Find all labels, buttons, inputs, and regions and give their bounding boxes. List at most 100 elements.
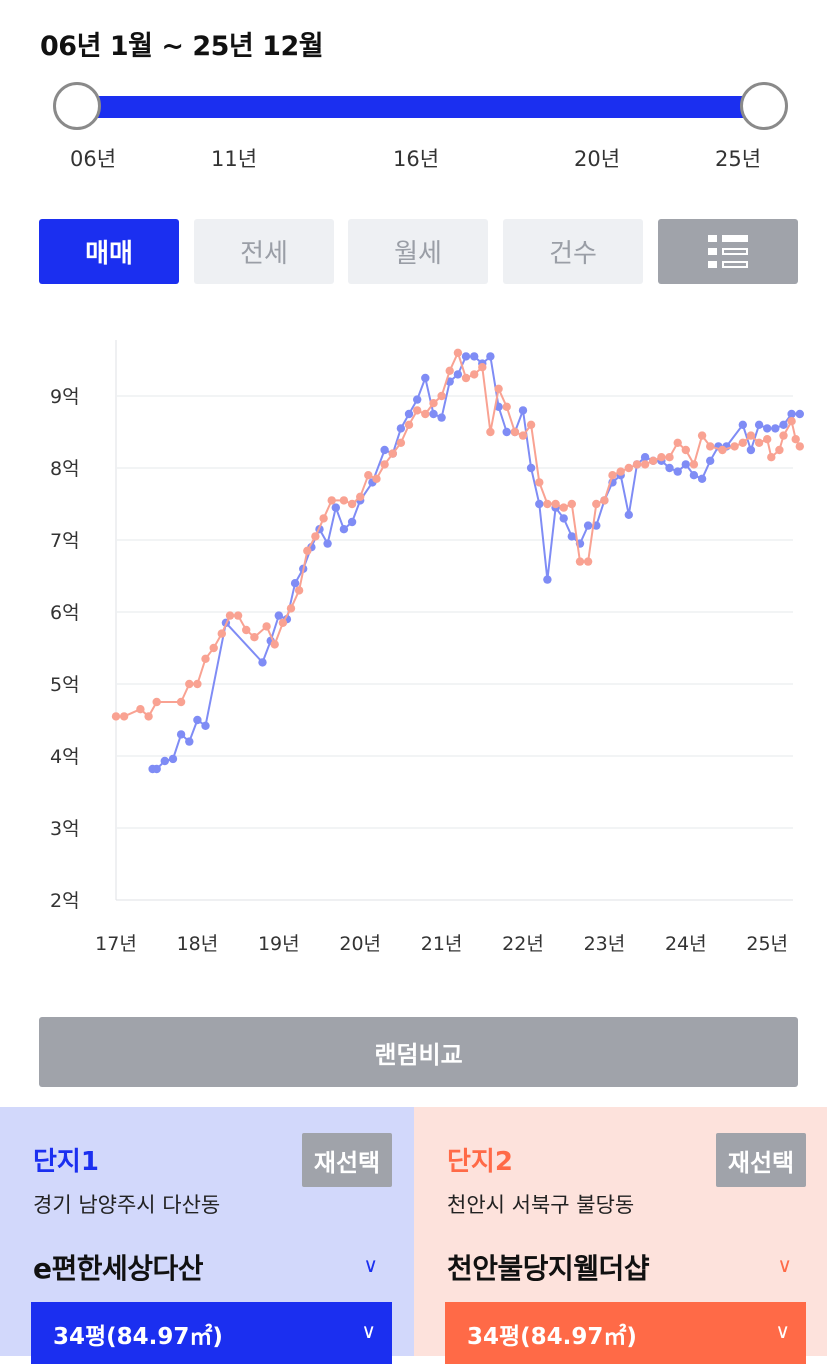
series-2-point	[303, 546, 312, 555]
series-1-point	[453, 370, 463, 379]
series-2-point	[144, 712, 153, 721]
series-1-point	[697, 474, 707, 483]
tab-jeonse[interactable]: 전세	[194, 219, 334, 284]
x-tick-label: 23년	[584, 933, 626, 955]
complex1-reselect-button[interactable]: 재선택	[302, 1133, 392, 1187]
complex2-size: 34평(84.97㎡)	[467, 1324, 637, 1350]
series-1-point	[746, 445, 756, 455]
complex2-name-select[interactable]: 천안불당지웰더샵 ∨	[447, 1247, 792, 1291]
series-1-point	[665, 463, 674, 473]
series-1-point	[543, 575, 552, 584]
series-2-point	[600, 496, 609, 505]
complex1-name-select[interactable]: e편한세상다산 ∨	[33, 1247, 378, 1291]
series-1-point	[486, 352, 495, 361]
complex2-address: 천안시 서북구 불당동	[447, 1193, 635, 1217]
y-tick-label: 5억	[50, 674, 80, 696]
series-1-point	[331, 503, 340, 512]
series-2-point	[551, 499, 560, 509]
series-2-point	[111, 712, 121, 721]
series-2-point	[673, 438, 682, 447]
series-1-point	[754, 420, 764, 429]
range-start-handle[interactable]	[53, 82, 101, 130]
series-1-point	[274, 611, 283, 620]
series-1-point	[404, 409, 414, 419]
series-2-point	[225, 611, 235, 620]
complex1-size-select[interactable]: 34평(84.97㎡) ∨	[31, 1302, 392, 1364]
series-2-point	[526, 420, 536, 429]
series-2-point	[233, 611, 243, 620]
y-tick-label: 9억	[50, 386, 80, 408]
chevron-down-icon: ∨	[361, 1319, 376, 1343]
complex1-panel: 단지1 재선택 경기 남양주시 다산동 e편한세상다산 ∨ 34평(84.97㎡…	[0, 1107, 414, 1364]
series-2-point	[510, 427, 520, 437]
series-2-point	[632, 460, 642, 469]
series-2-point	[453, 348, 463, 357]
series-1-point	[779, 420, 788, 429]
series-2-point	[665, 453, 674, 462]
chevron-down-icon: ∨	[363, 1253, 378, 1277]
x-tick-label: 25년	[746, 933, 788, 955]
series-2-point	[176, 697, 186, 707]
series-2-point	[209, 643, 218, 653]
series-2-point	[364, 471, 373, 480]
series-2-point	[478, 363, 487, 372]
series-2-point	[502, 402, 511, 411]
series-2-point	[396, 438, 406, 447]
range-tick-label: 25년	[715, 147, 762, 171]
series-2-point	[372, 474, 381, 483]
tab-sale[interactable]: 매매	[39, 219, 179, 284]
series-2-point	[681, 445, 690, 455]
tab-count[interactable]: 건수	[503, 219, 643, 284]
series-2-point	[689, 460, 699, 469]
series-1-point	[323, 539, 332, 548]
series-1-point	[396, 424, 406, 433]
y-tick-label: 4억	[50, 746, 80, 768]
y-tick-label: 3억	[50, 818, 80, 840]
series-1-point	[380, 445, 389, 455]
chevron-down-icon: ∨	[777, 1253, 792, 1277]
series-1-point	[583, 521, 593, 530]
x-tick-label: 21년	[421, 933, 463, 955]
series-2-point	[616, 467, 625, 476]
series-2-point	[738, 438, 747, 447]
series-2-point	[356, 492, 365, 501]
series-2-point	[518, 431, 528, 440]
series-2-point	[767, 453, 776, 462]
series-1-point	[640, 453, 650, 462]
series-1-point	[421, 373, 430, 383]
series-2-point	[270, 640, 279, 649]
complex2-size-select[interactable]: 34평(84.97㎡) ∨	[445, 1302, 806, 1364]
series-2-point	[583, 557, 593, 566]
series-2-point	[262, 622, 271, 631]
series-2-point	[559, 503, 568, 512]
series-2-point	[787, 417, 796, 426]
series-1-point	[518, 406, 528, 415]
series-1-point	[185, 737, 194, 746]
tab-monthly-rent[interactable]: 월세	[348, 219, 488, 284]
period-title: 06년 1월 ~ 25년 12월	[40, 31, 324, 62]
list-view-button[interactable]	[658, 219, 798, 284]
series-2-point	[649, 456, 658, 465]
series-1-point	[763, 424, 772, 433]
series-1-point	[673, 467, 682, 476]
period-range-track[interactable]	[78, 96, 764, 118]
series-2-point	[119, 712, 129, 721]
series-1-point	[461, 352, 471, 361]
series-2-point	[217, 629, 226, 638]
series-1-point	[771, 424, 780, 433]
random-compare-button[interactable]: 랜덤비교	[39, 1017, 798, 1087]
series-2-point	[567, 499, 576, 509]
series-1-point	[689, 471, 699, 480]
series-1-point	[152, 764, 161, 774]
complex1-address: 경기 남양주시 다산동	[33, 1193, 221, 1217]
range-end-handle[interactable]	[740, 82, 788, 130]
series-2-point	[339, 496, 349, 505]
complex2-reselect-button[interactable]: 재선택	[716, 1133, 806, 1187]
series-2-point	[608, 471, 617, 480]
series-1-point	[193, 715, 202, 725]
price-trend-chart: 2억 3억 4억 5억 6억 7억 8억 9억 17년 18년 19년 20년 21년 22년 23년 24년…	[0, 320, 827, 960]
series-2-point	[193, 679, 202, 689]
series-2-line	[116, 350, 801, 718]
x-tick-label: 19년	[258, 933, 300, 955]
x-tick-label: 22년	[502, 933, 544, 955]
